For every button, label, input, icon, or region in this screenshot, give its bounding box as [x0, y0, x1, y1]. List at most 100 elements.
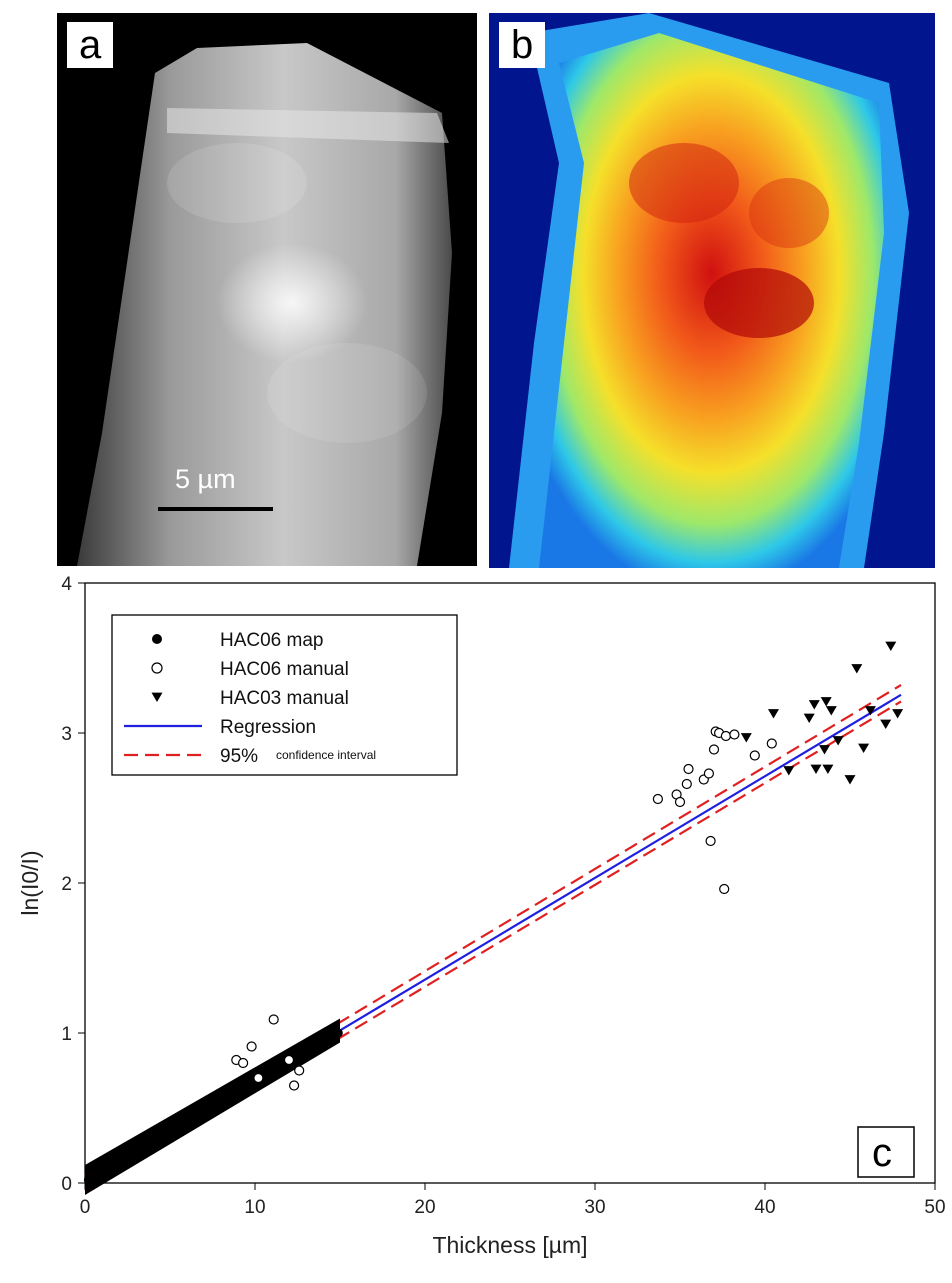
hac03-manual-point [844, 775, 856, 785]
hac06-manual-point [708, 744, 720, 755]
regression-chart: 0 10 20 30 40 50 0 1 2 3 4 Thickness [µm] ln(I0/I) H… [17, 574, 946, 1258]
x-tick-label: 10 [244, 1197, 265, 1218]
hac06-manual-point [294, 1065, 305, 1076]
hac06-manual-point [719, 883, 730, 895]
hac03-manual-point [864, 706, 876, 716]
hac03-manual-point [885, 641, 897, 651]
hac03-manual-point [822, 764, 834, 774]
hac06-map-point [123, 1153, 132, 1162]
hac06-manual-point [253, 1072, 264, 1084]
hac06-map-point [131, 1148, 141, 1158]
hac06-map-point [242, 1082, 251, 1092]
hac03-manual-point [851, 664, 863, 674]
hac06-map-point [191, 1112, 200, 1122]
hac06-map-point [233, 1087, 243, 1096]
y-tick-label: 0 [61, 1174, 72, 1195]
hac03-manual-point [740, 733, 752, 743]
hac06-map-point [97, 1168, 107, 1177]
legend-label: Regression [220, 717, 316, 738]
hac06-map-point [267, 1066, 277, 1075]
hac06-manual-point [652, 793, 664, 805]
hac03-manual-point [858, 743, 870, 753]
hac03-manual-point [825, 706, 837, 716]
hac06-map-point [199, 1108, 209, 1117]
hac06-map-point [310, 1042, 319, 1051]
hac06-map-point [333, 1028, 343, 1038]
hac06-map-point [216, 1097, 226, 1107]
hac06-map-point [140, 1142, 149, 1152]
y-tick-label: 1 [61, 1024, 72, 1045]
hac06-map-point [114, 1157, 124, 1167]
hac03-manual-point [783, 766, 795, 776]
hac03-manual-point [832, 736, 844, 746]
hac06-map-point [208, 1102, 217, 1111]
x-tick-label: 0 [80, 1197, 91, 1218]
hac03-manual-point [803, 713, 815, 723]
hac06-map-point [327, 1031, 336, 1041]
crystal-image-grayscale [77, 43, 452, 566]
hac03-manual-point [768, 709, 779, 719]
legend-label: HAC06 manual [220, 659, 349, 680]
hac06-map-point [148, 1138, 158, 1147]
panel-label-c: c [872, 1131, 892, 1175]
x-tick-label: 20 [414, 1197, 435, 1218]
hac03-manual-point [892, 709, 904, 719]
hac03-manual-point [808, 700, 820, 710]
x-tick-label: 40 [754, 1197, 775, 1218]
hac06-map-point [89, 1172, 98, 1182]
data-points-layer [83, 641, 904, 1195]
micrograph-panel-a: a 5 µm [57, 13, 477, 566]
hac06-manual-point [681, 778, 692, 790]
hac06-map-point [182, 1117, 192, 1126]
y-axis-title: ln(I0/I) [17, 850, 43, 915]
hac06-manual-point [683, 763, 694, 775]
hac06-map-point [157, 1133, 166, 1143]
hac06-map-point [301, 1046, 311, 1056]
x-tick-label: 50 [924, 1197, 945, 1218]
legend-triangle-icon [151, 692, 163, 702]
legend-sublabel: confidence interval [276, 748, 376, 762]
scale-bar [158, 507, 273, 511]
hac06-manual-point [268, 1014, 279, 1025]
legend-open-circle-icon [151, 662, 163, 674]
hac06-manual-point [238, 1057, 249, 1069]
hac06-map-point [225, 1091, 234, 1101]
hac03-manual-point [810, 764, 822, 774]
legend-label: HAC03 manual [220, 688, 349, 709]
thickness-map-panel-b: b [489, 13, 935, 568]
scale-bar-label: 5 µm [175, 464, 236, 494]
hac06-manual-point [674, 796, 686, 808]
legend-label: HAC06 map [220, 630, 324, 651]
legend: HAC06 map HAC06 manual HAC03 manual Regress… [111, 614, 458, 776]
hac03-manual-point [819, 745, 830, 755]
panel-label-a: a [67, 22, 114, 68]
hac06-map-point [165, 1127, 175, 1137]
crystal-image-colormap [509, 13, 909, 568]
panel-label-c-box [857, 1126, 915, 1178]
hac06-manual-point [720, 730, 732, 742]
x-axis-title: Thickness [µm] [432, 1232, 587, 1258]
hac06-map-point [276, 1061, 285, 1071]
hac06-manual-point [289, 1080, 300, 1091]
hac06-map-point [318, 1036, 328, 1045]
y-tick-label: 4 [61, 574, 72, 595]
x-tick-label: 30 [584, 1197, 605, 1218]
hac06-map-point [293, 1051, 302, 1060]
y-tick-label: 2 [61, 874, 72, 895]
y-tick-label: 3 [61, 724, 72, 745]
hac06-manual-point [705, 835, 716, 847]
hac06-manual-point [749, 750, 760, 761]
legend-label: 95% [220, 746, 258, 767]
hac06-manual-point [703, 768, 715, 779]
hac06-map-point [174, 1123, 183, 1132]
legend-box [111, 614, 458, 776]
hac06-manual-point [729, 729, 740, 740]
axes-layer: 0 10 20 30 40 50 0 1 2 3 4 Thickness [µm] ln(I0/I) [17, 574, 946, 1258]
hac03-manual-point [880, 719, 892, 729]
hac06-manual-point [766, 738, 777, 749]
panel-label-b: b [499, 22, 546, 68]
hac03-manual-point [820, 697, 832, 707]
legend-filled-circle-icon [152, 634, 162, 644]
hac06-manual-point [246, 1041, 257, 1052]
hac06-manual-point [283, 1054, 295, 1066]
